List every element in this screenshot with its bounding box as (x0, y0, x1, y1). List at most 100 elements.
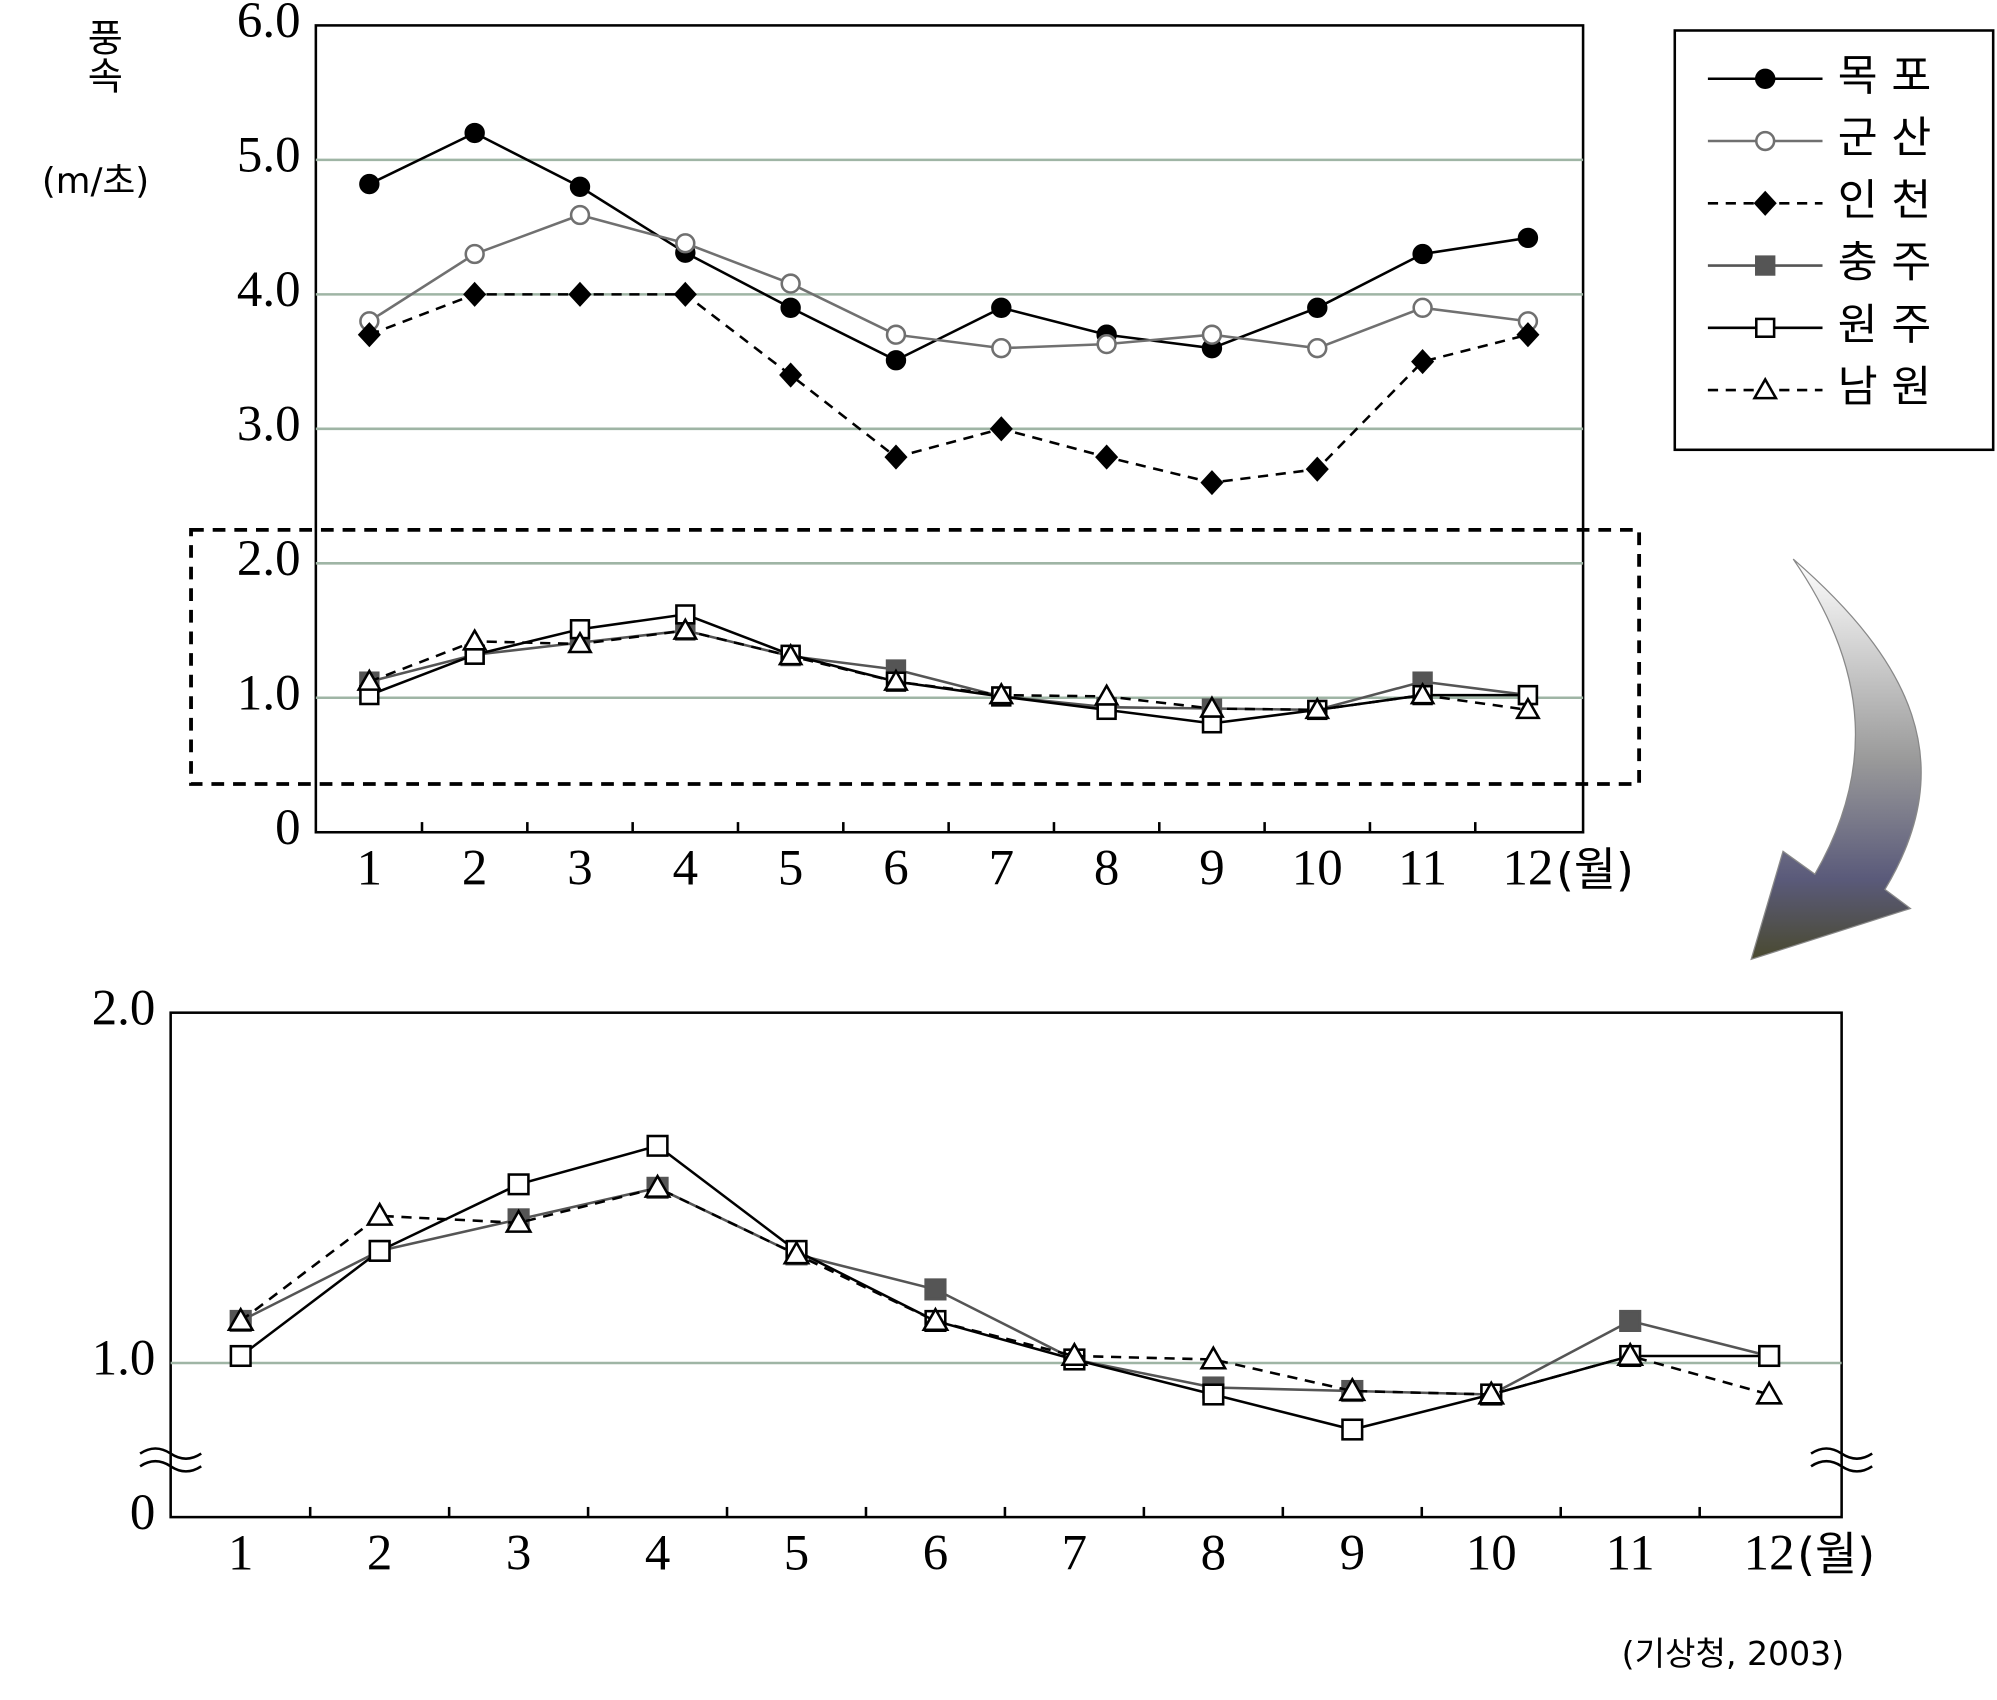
marker (569, 176, 591, 197)
zoom-arrow (1750, 558, 1922, 961)
legend-label: 군 산 (1838, 114, 1931, 164)
x-unit: (월) (1797, 1527, 1875, 1581)
marker (885, 350, 907, 371)
y-tick-label: 3.0 (237, 397, 301, 453)
marker (989, 416, 1013, 442)
x-tick-label: 7 (1062, 1525, 1087, 1581)
y-tick-label: 0 (275, 800, 300, 856)
x-tick-label: 1 (357, 841, 382, 897)
marker (883, 668, 909, 691)
marker (1517, 227, 1539, 249)
marker (779, 362, 803, 388)
marker (1412, 243, 1433, 265)
x-tick-label: 9 (1199, 841, 1224, 897)
y-tick-label: 4.0 (237, 262, 301, 318)
marker (643, 1173, 672, 1198)
marker (991, 337, 1012, 359)
marker (226, 1306, 255, 1332)
marker (1305, 456, 1329, 482)
marker (1755, 130, 1776, 152)
source: (기상청, 2003) (1622, 1634, 1844, 1673)
zoom-box (189, 527, 1642, 786)
marker (885, 324, 907, 345)
marker (1304, 696, 1331, 720)
marker (464, 243, 485, 265)
marker (368, 1239, 391, 1262)
y-tick-label: 2.0 (92, 980, 156, 1036)
marker (1477, 1380, 1506, 1405)
x-tick-label: 9 (1340, 1525, 1365, 1581)
y-tick-label: 0 (130, 1485, 155, 1541)
marker (356, 668, 383, 691)
marker (1199, 1345, 1228, 1370)
series-line (368, 629, 1529, 712)
marker (884, 444, 908, 470)
marker (569, 204, 591, 226)
marker (1758, 1344, 1781, 1368)
marker (673, 281, 697, 307)
legend-label: 원 주 (1838, 300, 1931, 350)
marker (1341, 1418, 1364, 1441)
x-tick-label: 7 (989, 841, 1014, 897)
marker (780, 273, 801, 294)
x-tick-label: 11 (1398, 841, 1447, 897)
marker (1619, 1309, 1642, 1332)
x-tick-label: 8 (1094, 841, 1119, 897)
marker (921, 1306, 950, 1332)
x-tick-label: 8 (1201, 1525, 1226, 1581)
marker (988, 681, 1015, 705)
plot-area (169, 1011, 1843, 1519)
marker (1307, 337, 1328, 359)
legend-label: 인 천 (1838, 176, 1931, 226)
marker (463, 281, 487, 307)
legend-box (1673, 29, 1995, 452)
marker (1411, 349, 1435, 375)
marker (1201, 324, 1223, 345)
axis-break (1810, 1447, 1873, 1473)
series-line (239, 1186, 1770, 1396)
x-tick-label: 12 (1744, 1525, 1795, 1581)
x-tick-label: 10 (1466, 1525, 1517, 1581)
marker (1200, 470, 1224, 496)
x-tick-label: 2 (462, 841, 487, 897)
marker (357, 322, 381, 348)
marker (782, 1240, 811, 1265)
marker (1096, 333, 1117, 355)
marker (646, 1134, 669, 1157)
x-tick-label: 10 (1292, 841, 1343, 897)
marker (1199, 695, 1225, 718)
marker (780, 297, 801, 318)
y-tick-label: 6.0 (237, 0, 301, 49)
marker (1093, 683, 1120, 706)
marker (568, 281, 592, 307)
marker (567, 630, 593, 654)
x-tick-label: 3 (567, 841, 592, 897)
legend-label: 목 포 (1838, 51, 1931, 101)
y-tick-label: 2.0 (237, 531, 301, 587)
x-tick-label: 6 (923, 1525, 948, 1581)
legend-label: 충 주 (1838, 238, 1931, 288)
y-label: 풍속 (80, 18, 124, 94)
marker (1752, 376, 1779, 400)
marker (1307, 297, 1328, 318)
x-tick-label: 1 (228, 1525, 253, 1581)
marker (1755, 255, 1776, 276)
marker (229, 1344, 252, 1368)
x-tick-label: 11 (1606, 1525, 1655, 1581)
y-unit: (m/초) (42, 161, 149, 202)
axis-break (139, 1447, 202, 1473)
marker (1755, 1380, 1784, 1405)
series-line (368, 613, 1528, 725)
marker (1515, 696, 1541, 720)
series-line (368, 131, 1529, 362)
x-tick-label: 3 (506, 1525, 531, 1581)
marker (777, 642, 804, 666)
marker (1412, 297, 1433, 318)
marker (464, 122, 485, 144)
marker (675, 233, 696, 254)
x-tick-label: 12 (1502, 841, 1553, 897)
marker (359, 173, 380, 195)
y-tick-label: 1.0 (237, 665, 301, 721)
x-tick-label: 6 (883, 841, 908, 897)
